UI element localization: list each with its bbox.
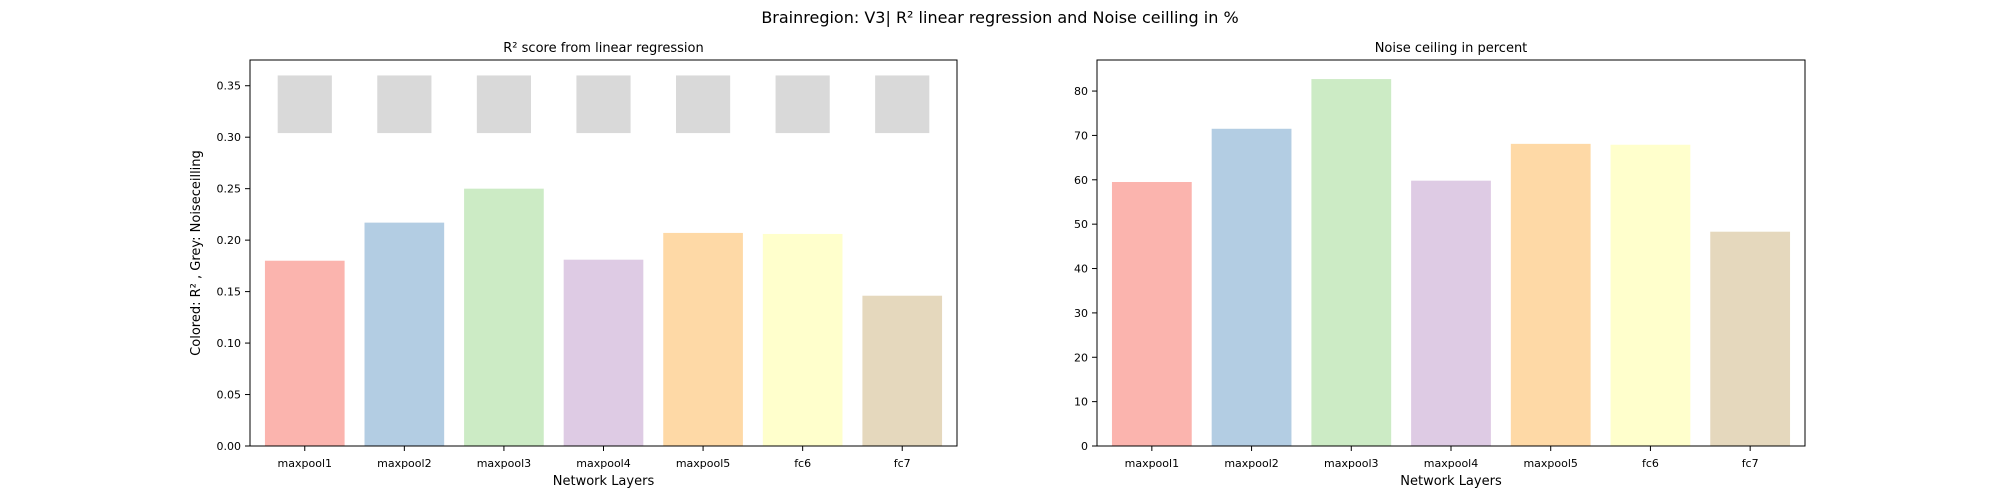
- x-tick-label-maxpool4: maxpool4: [576, 457, 630, 470]
- bar-maxpool4: [1411, 180, 1491, 446]
- x-tick-label-fc6: fc6: [794, 457, 811, 470]
- bar-maxpool2: [364, 222, 445, 446]
- x-axis-label: Network Layers: [1400, 474, 1502, 489]
- y-tick-label-0.35: 0.35: [217, 80, 242, 93]
- figure-suptitle: Brainregion: V3| R² linear regression an…: [761, 8, 1239, 27]
- x-tick-label-maxpool2: maxpool2: [377, 457, 431, 470]
- y-tick-label-20: 20: [1074, 351, 1088, 364]
- chart-title: R² score from linear regression: [503, 41, 703, 56]
- x-tick-label-maxpool5: maxpool5: [1523, 457, 1577, 470]
- bar-maxpool1: [264, 260, 345, 446]
- x-tick-label-maxpool3: maxpool3: [477, 457, 531, 470]
- x-tick-label-maxpool2: maxpool2: [1224, 457, 1278, 470]
- bar-fc7: [862, 295, 943, 446]
- chart-2: maxpool1 maxpool2 maxpool3 maxpool4 maxpool5…: [1074, 41, 1806, 489]
- noise-ceiling-bar-maxpool1: [277, 75, 332, 134]
- y-tick-label-70: 70: [1074, 129, 1088, 142]
- y-tick-label-80: 80: [1074, 85, 1088, 98]
- y-tick-label-0.10: 0.10: [217, 337, 242, 350]
- y-tick-label-50: 50: [1074, 218, 1088, 231]
- noise-ceiling-bar-fc6: [775, 75, 830, 134]
- x-axis-label: Network Layers: [553, 474, 655, 489]
- x-tick-label-maxpool1: maxpool1: [278, 457, 332, 470]
- noise-ceiling-bar-maxpool4: [576, 75, 631, 134]
- bar-fc6: [762, 233, 843, 446]
- x-tick-label-fc7: fc7: [894, 457, 911, 470]
- bar-fc6: [1610, 144, 1691, 446]
- y-tick-label-0.05: 0.05: [217, 389, 242, 402]
- bar-maxpool1: [1111, 182, 1192, 447]
- noise-ceiling-bar-maxpool3: [476, 75, 532, 134]
- chart-1: maxpool1 maxpool2 maxpool3 maxpool4 maxpool5…: [189, 41, 958, 489]
- bar-fc7: [1710, 231, 1791, 446]
- y-tick-label-10: 10: [1074, 396, 1088, 409]
- y-tick-label-0.20: 0.20: [217, 234, 242, 247]
- y-tick-label-0.25: 0.25: [217, 183, 242, 196]
- chart-title: Noise ceiling in percent: [1375, 41, 1528, 56]
- x-tick-label-fc7: fc7: [1742, 457, 1759, 470]
- bar-maxpool5: [1510, 143, 1591, 447]
- x-tick-label-maxpool4: maxpool4: [1424, 457, 1478, 470]
- bar-maxpool4: [563, 259, 644, 446]
- noise-ceiling-bar-maxpool5: [675, 75, 731, 134]
- y-tick-label-0.15: 0.15: [217, 286, 242, 299]
- x-tick-label-maxpool3: maxpool3: [1324, 457, 1378, 470]
- x-tick-label-fc6: fc6: [1642, 457, 1659, 470]
- x-tick-label-maxpool5: maxpool5: [676, 457, 730, 470]
- y-tick-label-30: 30: [1074, 307, 1088, 320]
- y-axis-label: Colored: R² , Grey: Noiseceilling: [189, 150, 204, 356]
- y-tick-label-60: 60: [1074, 174, 1088, 187]
- noise-ceiling-bar-fc7: [875, 75, 930, 134]
- bar-maxpool3: [464, 188, 544, 446]
- y-tick-label-0: 0: [1081, 440, 1088, 453]
- bar-maxpool3: [1311, 79, 1392, 447]
- noise-ceiling-bar-maxpool2: [377, 75, 432, 134]
- y-tick-label-0.30: 0.30: [217, 131, 242, 144]
- x-tick-label-maxpool1: maxpool1: [1125, 457, 1179, 470]
- bar-maxpool5: [663, 232, 743, 446]
- bar-maxpool2: [1211, 128, 1292, 446]
- y-tick-label-0.00: 0.00: [217, 440, 242, 453]
- y-tick-label-40: 40: [1074, 263, 1088, 276]
